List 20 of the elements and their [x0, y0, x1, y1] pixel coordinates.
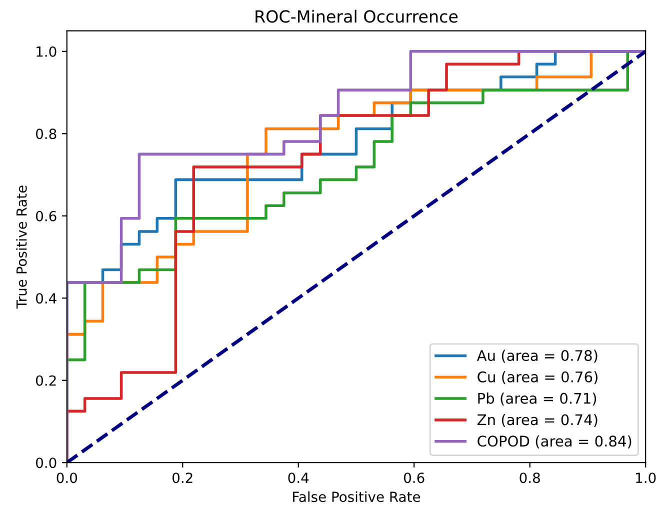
y-tick-label: 0.2: [36, 375, 56, 386]
x-tick-label: 0.8: [520, 472, 540, 484]
x-axis-title: False Positive Rate: [293, 491, 420, 502]
legend-label: Pb (area = 0.71): [478, 392, 596, 406]
x-tick-label: 0.2: [172, 472, 192, 484]
x-tick-label: 0.0: [56, 472, 78, 484]
x-tick-label: 1.0: [636, 472, 656, 484]
y-axis-title: True Positive Rate: [16, 186, 27, 309]
legend-label: Zn (area = 0.74): [477, 414, 598, 427]
y-tick-label: 0.6: [36, 210, 56, 222]
x-tick-label: 0.6: [404, 472, 424, 484]
legend-label: COPOD (area = 0.84): [478, 435, 632, 448]
y-tick-label: 0.4: [36, 293, 56, 304]
y-tick-label: 0.8: [36, 128, 56, 140]
y-tick-label: 0.0: [36, 458, 56, 468]
chart-title: ROC-Mineral Occurrence: [256, 10, 458, 23]
legend-label: Cu (area = 0.76): [478, 371, 598, 384]
y-tick-label: 1.0: [36, 46, 56, 57]
legend-label: Au (area = 0.78): [476, 350, 598, 363]
x-tick-label: 0.4: [288, 472, 309, 484]
